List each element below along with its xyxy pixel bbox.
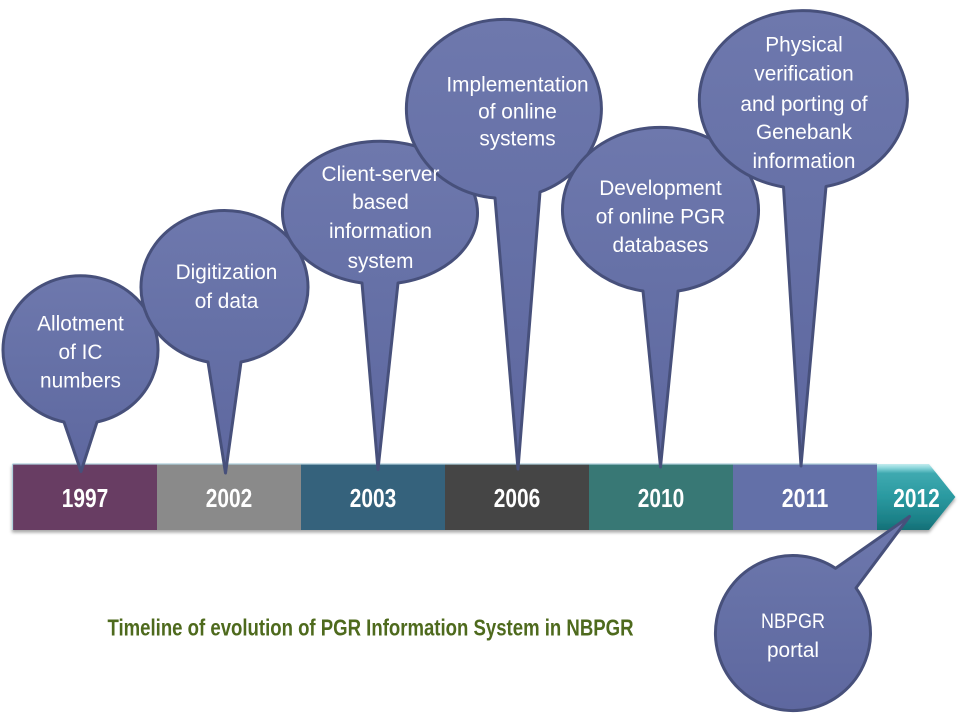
svg-text:portal: portal xyxy=(767,639,819,662)
svg-text:2003: 2003 xyxy=(350,483,397,513)
svg-text:of IC: of IC xyxy=(59,341,103,364)
svg-text:of online PGR: of online PGR xyxy=(596,206,725,229)
svg-text:system: system xyxy=(348,250,414,273)
svg-text:Timeline of evolution of PGR I: Timeline of evolution of PGR Information… xyxy=(108,615,634,641)
svg-text:information: information xyxy=(753,150,856,173)
svg-text:Allotment: Allotment xyxy=(37,313,124,336)
svg-text:NBPGR: NBPGR xyxy=(761,610,825,633)
svg-text:1997: 1997 xyxy=(62,483,109,513)
svg-text:based: based xyxy=(352,191,409,214)
svg-text:of data: of data xyxy=(195,290,259,313)
svg-text:2010: 2010 xyxy=(638,483,685,513)
svg-text:Physical: Physical xyxy=(765,33,842,56)
svg-text:2012: 2012 xyxy=(893,483,940,513)
svg-text:Digitization: Digitization xyxy=(176,261,278,284)
svg-text:databases: databases xyxy=(613,234,709,257)
svg-text:verification: verification xyxy=(754,63,853,86)
svg-text:of online: of online xyxy=(478,100,557,123)
svg-text:Genebank: Genebank xyxy=(756,121,853,144)
svg-text:information: information xyxy=(329,220,432,243)
svg-text:Client-server: Client-server xyxy=(322,163,440,186)
svg-text:numbers: numbers xyxy=(40,370,121,393)
svg-text:2002: 2002 xyxy=(206,483,253,513)
svg-text:2011: 2011 xyxy=(782,483,829,513)
svg-text:2006: 2006 xyxy=(494,483,541,513)
svg-text:Implementation: Implementation xyxy=(446,74,588,97)
svg-text:and porting of: and porting of xyxy=(740,93,867,116)
svg-text:Development: Development xyxy=(599,177,722,200)
svg-text:systems: systems xyxy=(479,127,555,150)
